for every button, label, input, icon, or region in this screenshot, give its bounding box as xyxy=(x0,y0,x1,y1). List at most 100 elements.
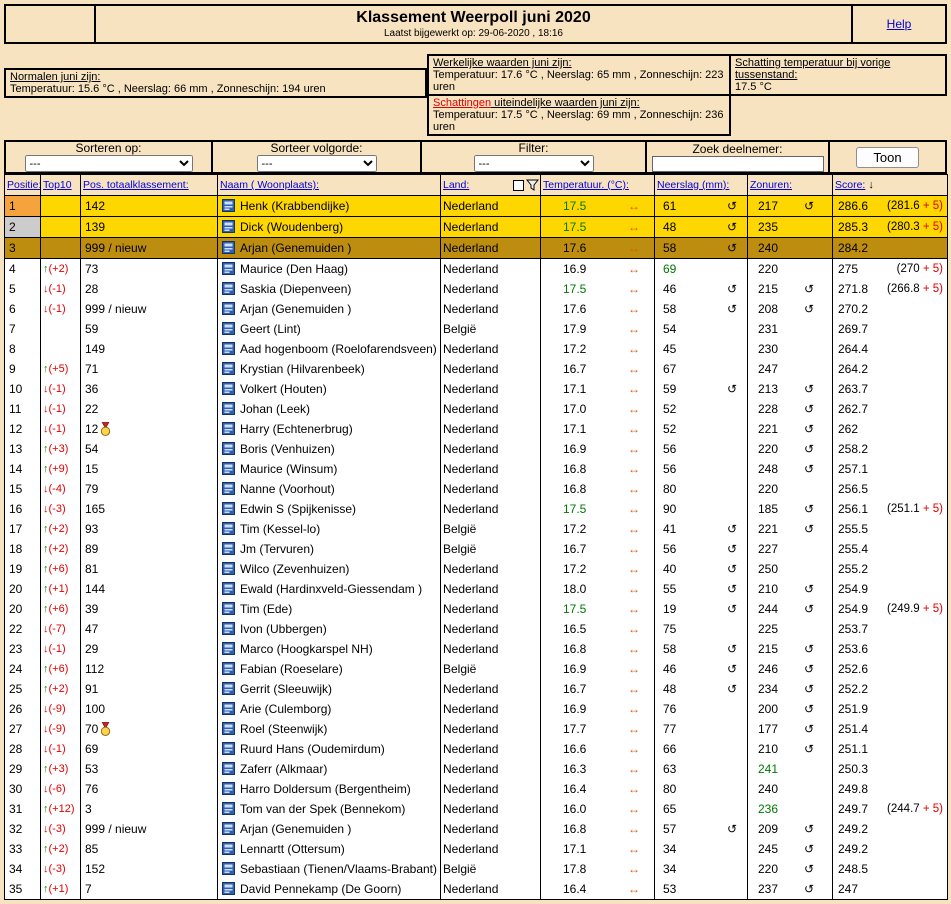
sunhours-cell: ↺237 xyxy=(748,879,833,900)
participant-info-icon[interactable] xyxy=(222,722,235,736)
sunhours-value: 221 xyxy=(758,522,778,536)
delta-text: (-3) xyxy=(49,823,66,835)
total-rank-cell: 39 xyxy=(81,599,218,619)
precipitation-value: 80 xyxy=(663,782,676,796)
participant-info-icon[interactable] xyxy=(222,220,235,234)
participant-info-icon[interactable] xyxy=(222,842,235,856)
participant-info-icon[interactable] xyxy=(222,682,235,696)
participant-info-icon[interactable] xyxy=(222,362,235,376)
participant-info-icon[interactable] xyxy=(222,582,235,596)
naam-sort-link[interactable]: Naam ( Woonplaats): xyxy=(220,179,319,191)
score-cell: (281.6 + 5)286.6 xyxy=(833,196,948,217)
delta-text: (+3) xyxy=(49,443,69,455)
participant-info-icon[interactable] xyxy=(222,199,235,213)
participant-info-icon[interactable] xyxy=(222,622,235,636)
position-value: 10 xyxy=(9,382,22,396)
total-rank-cell: 69 xyxy=(81,739,218,759)
position-change-cell: ↑(+2) xyxy=(41,839,81,859)
score-cell: (244.7 + 5)249.7 xyxy=(833,799,948,819)
country-value: Nederland xyxy=(443,302,498,316)
sort-by-select[interactable]: --- xyxy=(25,155,193,172)
total-rank-cell: 152 xyxy=(81,859,218,879)
delta-text: (+2) xyxy=(49,843,69,855)
delta-text: (-1) xyxy=(49,283,66,295)
sunhours-cell: 225 xyxy=(748,619,833,639)
total-rank-cell: 22 xyxy=(81,399,218,419)
score-cell: (266.8 + 5)271.8 xyxy=(833,279,948,299)
sort-order-select[interactable]: --- xyxy=(257,155,377,172)
total-rank-value: 69 xyxy=(85,742,98,756)
participant-info-icon[interactable] xyxy=(222,241,235,255)
neerslag-sort-link[interactable]: Neerslag (mm): xyxy=(657,179,729,191)
precipitation-cell: 56 xyxy=(655,459,748,479)
col-header-top10: Top10 xyxy=(41,175,81,196)
top10-link[interactable]: Top10 xyxy=(43,179,72,191)
show-button[interactable]: Toon xyxy=(856,147,918,168)
sunhours-change-icon: ↺ xyxy=(804,719,814,739)
participant-info-icon[interactable] xyxy=(222,382,235,396)
temperature-cell: ↔16.8 xyxy=(541,819,655,839)
land-sort-link[interactable]: Land: xyxy=(443,179,469,191)
temperature-cell: ↔18.0 xyxy=(541,579,655,599)
country-cell: Nederland xyxy=(441,559,541,579)
participant-info-icon[interactable] xyxy=(222,542,235,556)
precipitation-cell: ↺58 xyxy=(655,299,748,319)
participant-info-icon[interactable] xyxy=(222,802,235,816)
position-value: 9 xyxy=(9,362,16,376)
help-link[interactable]: Help xyxy=(887,17,912,31)
temperature-cell: ↔17.6 xyxy=(541,238,655,259)
position-cell: 29 xyxy=(5,759,41,779)
participant-info-icon[interactable] xyxy=(222,602,235,616)
corner-box xyxy=(4,4,96,44)
participant-info-icon[interactable] xyxy=(222,262,235,276)
participant-info-icon[interactable] xyxy=(222,662,235,676)
position-change-cell: ↓(-1) xyxy=(41,279,81,299)
filter-funnel-icon[interactable] xyxy=(526,179,539,191)
participant-info-icon[interactable] xyxy=(222,342,235,356)
sort-order-label: Sorteer volgorde: xyxy=(270,142,362,155)
country-filter-checkbox[interactable] xyxy=(513,180,524,191)
search-input[interactable] xyxy=(652,156,824,172)
participant-info-icon[interactable] xyxy=(222,442,235,456)
participant-info-icon[interactable] xyxy=(222,782,235,796)
participant-info-icon[interactable] xyxy=(222,322,235,336)
precipitation-cell: 45 xyxy=(655,339,748,359)
participant-info-icon[interactable] xyxy=(222,522,235,536)
participant-info-icon[interactable] xyxy=(222,482,235,496)
sunhours-change-icon: ↺ xyxy=(804,579,814,599)
participant-name: Tim (Kessel-lo) xyxy=(240,522,320,536)
zonuren-sort-link[interactable]: Zonuren: xyxy=(750,179,792,191)
participant-info-icon[interactable] xyxy=(222,862,235,876)
temperature-trend-icon: ↔ xyxy=(628,499,640,519)
weerpoll-page: Klassement Weerpoll juni 2020 Laatst bij… xyxy=(0,0,951,904)
participant-info-icon[interactable] xyxy=(222,642,235,656)
positie-sort-link[interactable]: Positie: xyxy=(7,179,41,191)
pos-totaal-sort-link[interactable]: Pos. totaalklassement: xyxy=(83,179,189,191)
position-change-cell: ↑(+2) xyxy=(41,259,81,280)
participant-info-icon[interactable] xyxy=(222,502,235,516)
position-value: 5 xyxy=(9,282,16,296)
participant-info-icon[interactable] xyxy=(222,302,235,316)
participant-info-icon[interactable] xyxy=(222,702,235,716)
temperature-trend-icon: ↔ xyxy=(628,859,640,879)
precipitation-value: 34 xyxy=(663,842,676,856)
position-value: 24 xyxy=(9,662,22,676)
participant-info-icon[interactable] xyxy=(222,422,235,436)
temperature-value: 16.5 xyxy=(563,622,586,636)
participant-info-icon[interactable] xyxy=(222,742,235,756)
total-rank-value: 93 xyxy=(85,522,98,536)
temperature-cell: ↔16.9 xyxy=(541,699,655,719)
participant-info-icon[interactable] xyxy=(222,562,235,576)
participant-info-icon[interactable] xyxy=(222,282,235,296)
score-sort-link[interactable]: Score: xyxy=(835,179,865,191)
participant-info-icon[interactable] xyxy=(222,822,235,836)
total-rank-cell: 112 xyxy=(81,659,218,679)
country-cell: België xyxy=(441,859,541,879)
participant-info-icon[interactable] xyxy=(222,462,235,476)
delta-text: (-6) xyxy=(49,783,66,795)
participant-info-icon[interactable] xyxy=(222,402,235,416)
participant-info-icon[interactable] xyxy=(222,882,235,896)
filter-select[interactable]: --- xyxy=(474,155,594,172)
temperatuur-sort-link[interactable]: Temperatuur. (°C): xyxy=(543,179,629,191)
participant-info-icon[interactable] xyxy=(222,762,235,776)
